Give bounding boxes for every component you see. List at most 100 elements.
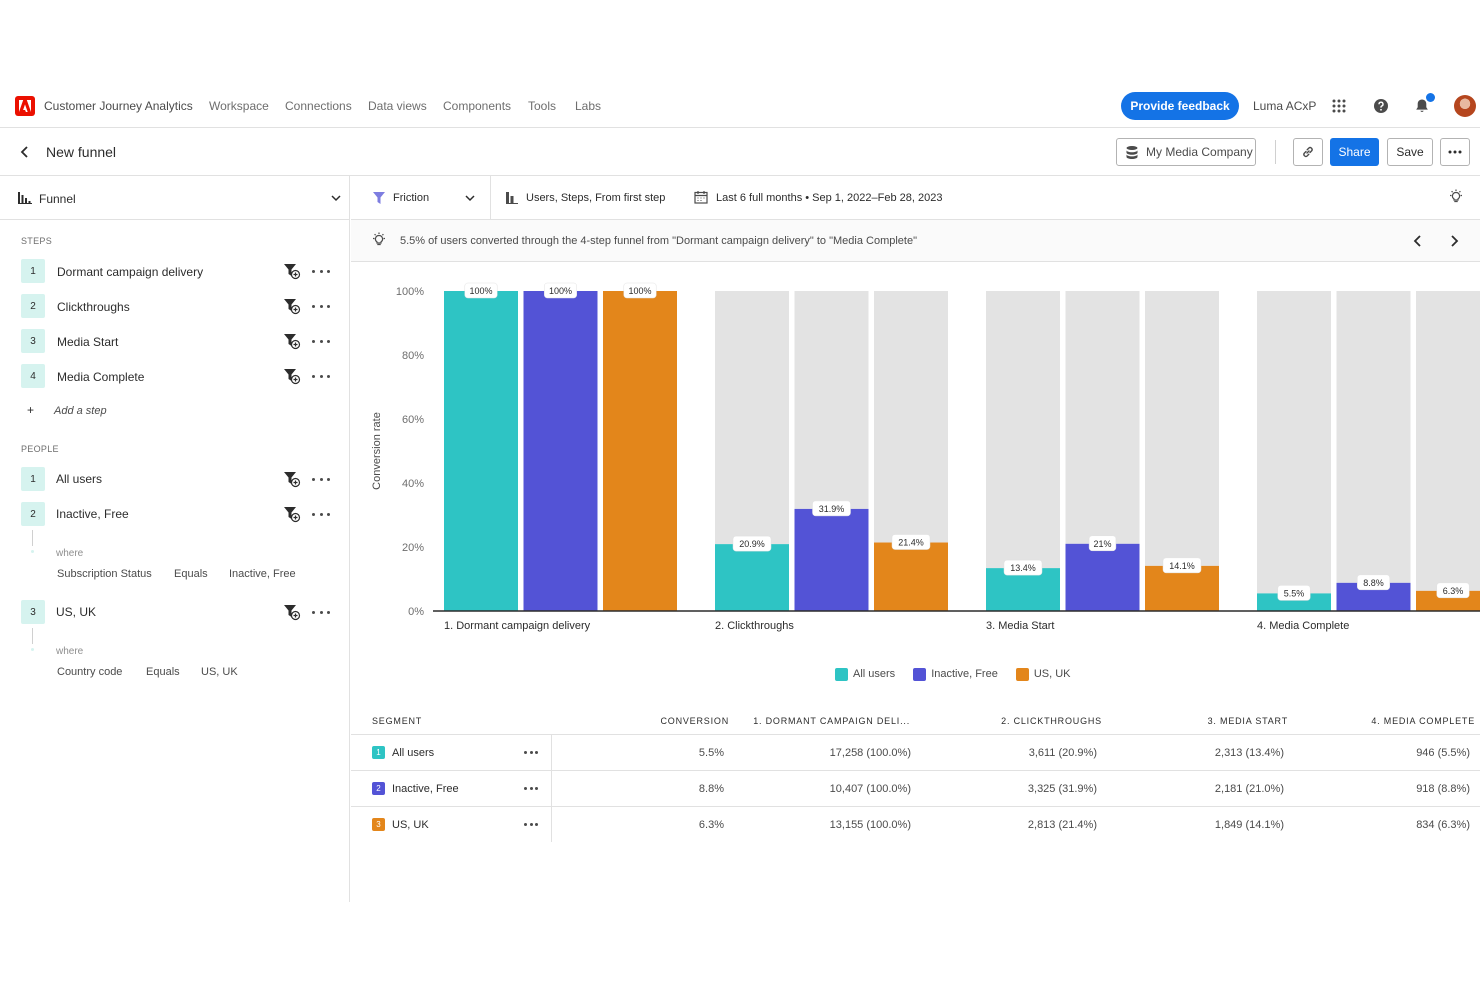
- adobe-logo[interactable]: [15, 96, 35, 116]
- visualization-selector[interactable]: Funnel: [0, 176, 350, 220]
- condition-operator[interactable]: Equals: [146, 666, 180, 678]
- table-header-step-3[interactable]: 3. MEDIA START: [1207, 716, 1288, 726]
- data-label: 6.3%: [1443, 586, 1464, 596]
- condition-dimension[interactable]: Subscription Status: [57, 568, 152, 580]
- data-label-bg: [1003, 559, 1043, 576]
- save-button[interactable]: Save: [1387, 138, 1433, 166]
- app-name[interactable]: Customer Journey Analytics: [44, 99, 193, 113]
- filter-add-icon[interactable]: [283, 297, 301, 315]
- nav-labs[interactable]: Labs: [575, 99, 602, 113]
- segment-name: US, UK: [392, 819, 429, 831]
- filter-add-icon[interactable]: [283, 505, 301, 523]
- table-row[interactable]: 1 All users 5.5% 17,258 (100.0%) 3,611 (…: [351, 734, 1480, 770]
- more-options-button[interactable]: [1440, 138, 1470, 166]
- data-view-name: My Media Company: [1146, 145, 1253, 159]
- nav-data-views[interactable]: Data views: [368, 99, 427, 113]
- segment-label[interactable]: All users: [56, 472, 103, 486]
- plus-icon[interactable]: +: [27, 403, 35, 417]
- add-step-button[interactable]: Add a step: [54, 405, 107, 417]
- segment-number-badge: 3: [21, 600, 45, 624]
- table-row[interactable]: 3 US, UK 6.3% 13,155 (100.0%) 2,813 (21.…: [351, 806, 1480, 842]
- share-button[interactable]: Share: [1330, 138, 1379, 166]
- segment-label[interactable]: US, UK: [56, 605, 97, 619]
- segment-more-icon[interactable]: [312, 474, 330, 484]
- step-more-icon[interactable]: [312, 336, 330, 346]
- lightbulb-icon[interactable]: [1448, 189, 1464, 205]
- segment-more-icon[interactable]: [312, 607, 330, 617]
- table-header-conversion[interactable]: CONVERSION: [660, 716, 729, 726]
- legend-label: All users: [853, 668, 896, 680]
- bar-remainder: [986, 291, 1060, 569]
- step-2-cell: 2,813 (21.4%): [1027, 819, 1097, 831]
- nav-tools[interactable]: Tools: [528, 99, 557, 113]
- data-view-picker[interactable]: My Media Company: [1116, 138, 1256, 166]
- step-label[interactable]: Media Start: [57, 335, 119, 349]
- data-label: 5.5%: [1284, 588, 1305, 598]
- table-header-step-4[interactable]: 4. MEDIA COMPLETE: [1371, 716, 1475, 726]
- table-header-step-2[interactable]: 2. CLICKTHROUGHS: [1001, 716, 1102, 726]
- date-range-picker[interactable]: Last 6 full months • Sep 1, 2022–Feb 28,…: [716, 192, 943, 204]
- row-more-icon[interactable]: [524, 751, 538, 755]
- nav-connections[interactable]: Connections: [285, 99, 352, 113]
- step-label[interactable]: Dormant campaign delivery: [57, 265, 204, 279]
- filter-add-icon[interactable]: [283, 262, 301, 280]
- step-2-cell: 3,611 (20.9%): [1028, 747, 1097, 759]
- segment-number-badge: 2: [21, 502, 45, 526]
- where-label: where: [56, 646, 84, 657]
- row-more-icon[interactable]: [524, 787, 538, 791]
- legend-item-inactive-free[interactable]: Inactive, Free: [913, 666, 998, 682]
- step-number-badge: 3: [21, 329, 45, 353]
- data-label: 31.9%: [819, 504, 845, 514]
- org-switcher[interactable]: Luma ACxP: [1253, 99, 1317, 113]
- nav-components[interactable]: Components: [443, 99, 512, 113]
- legend-swatch: [1015, 667, 1029, 681]
- filter-add-icon[interactable]: [283, 332, 301, 350]
- condition-operator[interactable]: Equals: [174, 568, 208, 580]
- calendar-icon: [694, 191, 708, 204]
- legend-item-all-users[interactable]: All users: [835, 666, 895, 682]
- filter-add-icon[interactable]: [283, 367, 301, 385]
- notifications-icon[interactable]: [1412, 93, 1435, 116]
- step-number-badge: 1: [21, 259, 45, 283]
- legend-item-us-uk[interactable]: US, UK: [1015, 666, 1071, 682]
- chart-options-button[interactable]: Users, Steps, From first step: [526, 192, 666, 204]
- condition-value[interactable]: US, UK: [201, 666, 238, 678]
- table-header-step-1[interactable]: 1. DORMANT CAMPAIGN DELI...: [753, 716, 910, 726]
- help-icon[interactable]: [1371, 96, 1391, 116]
- step-label[interactable]: Clickthroughs: [57, 300, 130, 314]
- bar-remainder: [1065, 291, 1140, 544]
- chevron-down-icon: [331, 195, 341, 202]
- chevron-down-icon[interactable]: [465, 195, 475, 202]
- filter-add-icon[interactable]: [283, 603, 301, 621]
- filter-add-icon[interactable]: [283, 470, 301, 488]
- chart-legend: All users Inactive, Free US, UK: [835, 666, 1071, 682]
- user-avatar[interactable]: [1454, 95, 1476, 117]
- step-more-icon[interactable]: [312, 301, 330, 311]
- step-more-icon[interactable]: [312, 266, 330, 276]
- step-label[interactable]: Media Complete: [57, 370, 145, 384]
- segment-badge: 1: [372, 746, 385, 759]
- row-more-icon[interactable]: [524, 823, 538, 827]
- nav-workspace[interactable]: Workspace: [209, 99, 269, 113]
- x-category-label: 4. Media Complete: [1257, 620, 1349, 632]
- app-grid-icon[interactable]: [1329, 96, 1349, 116]
- table-row[interactable]: 2 Inactive, Free 8.8% 10,407 (100.0%) 3,…: [351, 770, 1480, 806]
- page-title[interactable]: New funnel: [46, 144, 117, 160]
- data-label: 21.4%: [898, 538, 924, 548]
- provide-feedback-button[interactable]: Provide feedback: [1121, 92, 1239, 120]
- view-mode-picker[interactable]: Friction: [393, 192, 430, 204]
- bar-remainder: [1257, 291, 1331, 594]
- back-chevron-icon[interactable]: [18, 145, 32, 159]
- segment-more-icon[interactable]: [312, 509, 330, 519]
- condition-value[interactable]: Inactive, Free: [229, 568, 296, 580]
- segment-label[interactable]: Inactive, Free: [56, 507, 129, 521]
- copy-link-button[interactable]: [1293, 138, 1323, 166]
- step-more-icon[interactable]: [312, 371, 330, 381]
- table-header-segment[interactable]: SEGMENT: [372, 716, 423, 726]
- next-insight-icon[interactable]: [1449, 235, 1459, 247]
- y-axis-title: Conversion rate: [371, 412, 383, 490]
- condition-dimension[interactable]: Country code: [57, 666, 123, 678]
- data-label: 14.1%: [1169, 561, 1195, 571]
- visualization-settings-bar: Friction Users, Steps, From first step L…: [351, 176, 1480, 220]
- previous-insight-icon[interactable]: [1413, 235, 1423, 247]
